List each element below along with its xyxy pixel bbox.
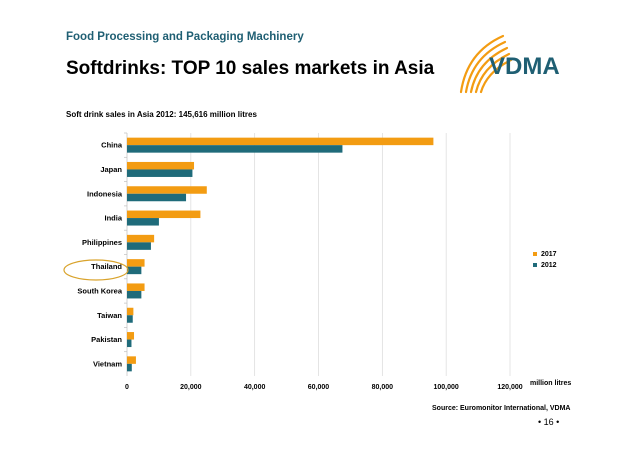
- bar-indonesia-2012: [127, 193, 187, 202]
- page-title: Softdrinks: TOP 10 sales markets in Asia: [66, 58, 435, 79]
- tick-label-80000: 80,000: [372, 384, 394, 391]
- vdma-arc-logo-icon: [459, 34, 513, 94]
- source-note: Source: Euromonitor International, VDMA: [432, 405, 571, 412]
- tick-label-40000: 40,000: [244, 384, 266, 391]
- legend-label-2012: 2012: [541, 262, 557, 269]
- bar-thailand-2017: [127, 259, 145, 267]
- bar-pakistan-2017: [127, 332, 135, 340]
- vdma-logo-text: VDMA: [489, 53, 560, 80]
- bar-pakistan-2012: [127, 339, 132, 348]
- bar-vietnam-2012: [127, 363, 132, 372]
- legend-swatch-2012: [533, 263, 537, 267]
- bar-taiwan-2017: [127, 307, 134, 316]
- category-label-china: China: [101, 141, 123, 150]
- thailand-highlight-ellipse: [63, 259, 129, 281]
- category-label-japan: Japan: [100, 165, 122, 174]
- tick-label-120000: 120,000: [497, 384, 522, 391]
- legend-swatch-2017: [533, 252, 537, 256]
- category-label-philippines: Philippines: [82, 238, 122, 247]
- bar-vietnam-2017: [127, 356, 136, 364]
- bar-philippines-2012: [127, 242, 151, 250]
- category-label-indonesia: Indonesia: [87, 189, 123, 198]
- category-label-thailand: Thailand: [91, 262, 122, 271]
- bar-india-2017: [127, 210, 201, 219]
- legend-label-2017: 2017: [541, 251, 557, 258]
- tick-label-20000: 20,000: [180, 384, 202, 391]
- vdma-logo: VDMA: [459, 34, 560, 94]
- bar-thailand-2012: [127, 266, 142, 275]
- bar-china-2012: [127, 145, 343, 153]
- bar-south-korea-2012: [127, 290, 142, 299]
- tick-label-60000: 60,000: [308, 384, 330, 391]
- bar-philippines-2017: [127, 234, 155, 243]
- bar-japan-2012: [127, 169, 193, 177]
- x-axis-unit: million litres: [530, 380, 571, 387]
- category-label-taiwan: Taiwan: [97, 311, 122, 320]
- category-labels: China Japan Indonesia India Philippines Thail…: [77, 141, 122, 369]
- bar-japan-2017: [127, 161, 195, 170]
- tick-label-100000: 100,000: [434, 384, 459, 391]
- tick-label-0: 0: [125, 384, 129, 391]
- page-number: • 16 •: [538, 417, 560, 427]
- category-label-south-korea: South Korea: [77, 286, 122, 295]
- header-kicker: Food Processing and Packaging Machinery: [66, 31, 304, 43]
- category-label-pakistan: Pakistan: [91, 335, 122, 344]
- chart-subtitle: Soft drink sales in Asia 2012: 145,616 m…: [66, 110, 257, 119]
- bar-taiwan-2012: [127, 315, 133, 323]
- bar-south-korea-2017: [127, 283, 145, 291]
- category-label-india: India: [104, 214, 122, 223]
- bars: [127, 137, 434, 372]
- bar-china-2017: [127, 137, 434, 146]
- tick-labels: 0 20,000 40,000 60,000 80,000 100,000 120,000: [125, 384, 523, 391]
- bar-india-2012: [127, 218, 159, 226]
- legend: 2017 2012: [533, 251, 557, 269]
- category-label-vietnam: Vietnam: [93, 359, 122, 368]
- bar-indonesia-2017: [127, 186, 207, 194]
